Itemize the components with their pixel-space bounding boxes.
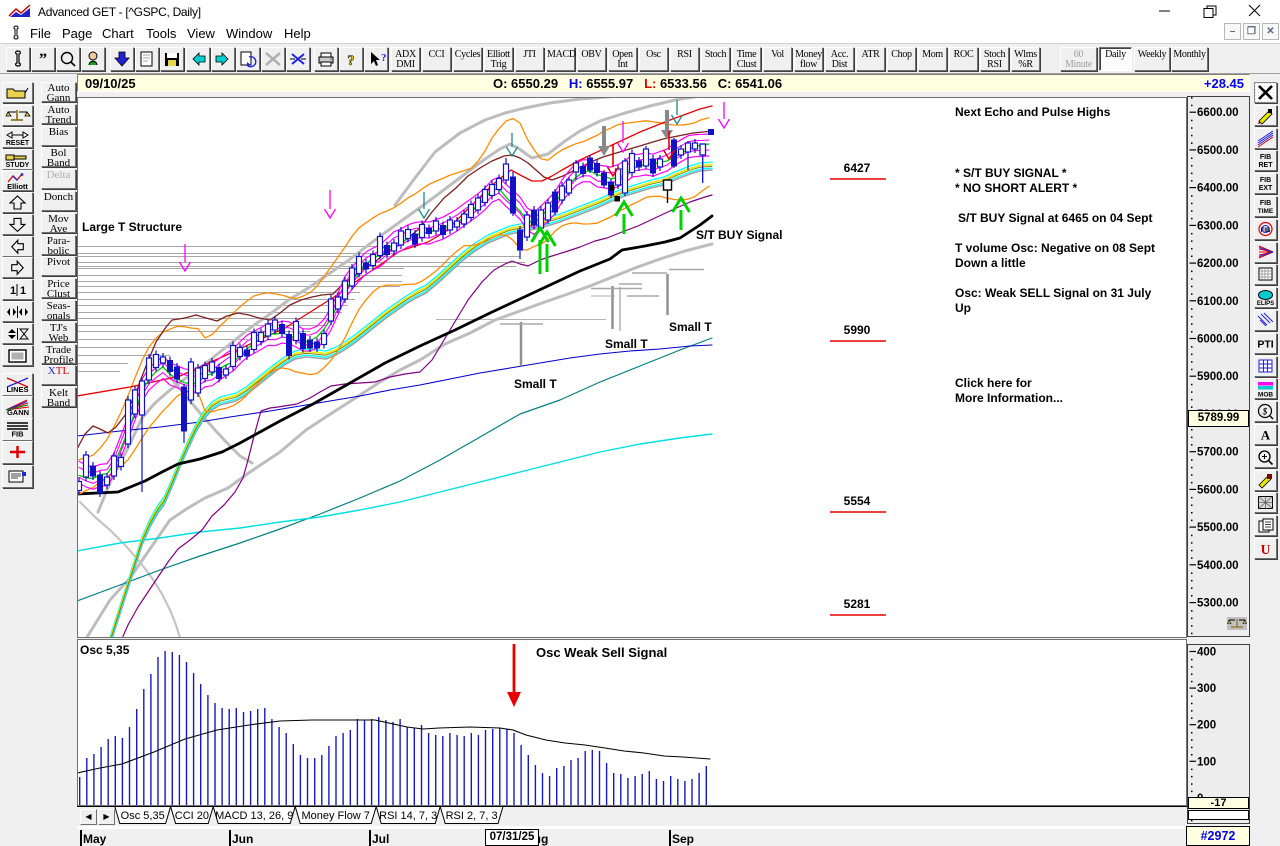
svg-text:$: $: [1262, 407, 1268, 417]
svg-text:FIB: FIB: [1260, 200, 1271, 207]
svg-text:5700.00: 5700.00: [1197, 447, 1239, 459]
svg-text:200: 200: [1197, 720, 1216, 732]
svg-text:U: U: [1261, 542, 1271, 557]
svg-text:Osc Weak Sell Signal: Osc Weak Sell Signal: [536, 645, 667, 660]
svg-text:ELIPS: ELIPS: [1257, 301, 1274, 307]
svg-text:Osc 5,35: Osc 5,35: [80, 643, 130, 657]
svg-text:6100.00: 6100.00: [1197, 296, 1239, 308]
svg-text:FIB: FIB: [1260, 177, 1271, 184]
svg-text:Osc: Weak SELL Signal on 31 Ju: Osc: Weak SELL Signal on 31 July: [955, 286, 1152, 300]
svg-text:FIB: FIB: [1260, 154, 1271, 161]
svg-text:S/T BUY Signal at 6465 on 04 S: S/T BUY Signal at 6465 on 04 Sept: [958, 211, 1153, 225]
svg-text:FIB: FIB: [1261, 228, 1271, 234]
svg-text:Up: Up: [955, 301, 971, 315]
svg-text:* S/T BUY SIGNAL *: * S/T BUY SIGNAL *: [955, 166, 1067, 180]
svg-text:5900.00: 5900.00: [1197, 371, 1239, 383]
svg-text:5400.00: 5400.00: [1197, 560, 1239, 572]
svg-text:5990: 5990: [844, 323, 871, 337]
svg-text:6400.00: 6400.00: [1197, 183, 1239, 195]
svg-text:GANN: GANN: [7, 408, 29, 416]
svg-text:RSI 2, 7, 3: RSI 2, 7, 3: [446, 810, 498, 822]
svg-text:6427: 6427: [844, 161, 871, 175]
svg-text:5281: 5281: [844, 597, 871, 611]
svg-text:STUDY: STUDY: [6, 162, 30, 169]
svg-text:6200.00: 6200.00: [1197, 258, 1239, 270]
svg-text:Elliott: Elliott: [7, 182, 28, 190]
svg-text:Osc 5,35: Osc 5,35: [121, 810, 165, 822]
svg-text:EXT: EXT: [1259, 185, 1273, 192]
svg-text:RSI 14, 7, 3: RSI 14, 7, 3: [379, 810, 437, 822]
svg-text:CCI 20: CCI 20: [175, 810, 209, 822]
svg-text:Small T: Small T: [605, 337, 648, 351]
svg-text:TIME: TIME: [1258, 208, 1274, 215]
svg-text:1: 1: [20, 285, 26, 297]
svg-text:5600.00: 5600.00: [1197, 484, 1239, 496]
svg-text:LINES: LINES: [6, 385, 28, 393]
svg-text:Money Flow 7: Money Flow 7: [301, 810, 369, 822]
svg-text:Large T Structure: Large T Structure: [82, 220, 182, 234]
svg-text:1: 1: [10, 285, 16, 297]
svg-text:6300.00: 6300.00: [1197, 220, 1239, 232]
svg-text:6000.00: 6000.00: [1197, 334, 1239, 346]
svg-text:6500.00: 6500.00: [1197, 145, 1239, 157]
svg-text:6600.00: 6600.00: [1197, 107, 1239, 119]
svg-text:A: A: [1261, 428, 1271, 443]
svg-text:Click here for: Click here for: [955, 376, 1032, 390]
svg-text:Small T: Small T: [669, 320, 712, 334]
svg-text:MOB: MOB: [1258, 392, 1273, 399]
svg-text:100: 100: [1197, 756, 1216, 768]
svg-text:”: ”: [39, 51, 47, 68]
svg-text:RESET: RESET: [6, 140, 30, 147]
svg-text:?: ?: [381, 52, 387, 64]
svg-text:FIB: FIB: [11, 430, 24, 439]
svg-text:5500.00: 5500.00: [1197, 522, 1239, 534]
svg-text:Next Echo and Pulse Highs: Next Echo and Pulse Highs: [955, 105, 1111, 119]
svg-text:?: ?: [347, 53, 355, 69]
svg-text:5300.00: 5300.00: [1197, 598, 1239, 610]
svg-text:RET: RET: [1259, 162, 1274, 169]
svg-text:More Information...: More Information...: [955, 391, 1063, 405]
svg-text:Down a little: Down a little: [955, 256, 1026, 270]
svg-text:* NO SHORT ALERT *: * NO SHORT ALERT *: [955, 181, 1078, 195]
svg-text:MACD 13, 26, 9: MACD 13, 26, 9: [215, 810, 293, 822]
svg-text:400: 400: [1197, 647, 1216, 659]
svg-text:PTI: PTI: [1257, 338, 1273, 350]
svg-text:300: 300: [1197, 683, 1216, 695]
svg-text:5554: 5554: [844, 494, 871, 508]
svg-text:Small T: Small T: [514, 377, 557, 391]
svg-text:T volume Osc: Negative on 08 S: T volume Osc: Negative on 08 Sept: [955, 241, 1155, 255]
svg-text:S/T BUY Signal: S/T BUY Signal: [696, 228, 782, 242]
